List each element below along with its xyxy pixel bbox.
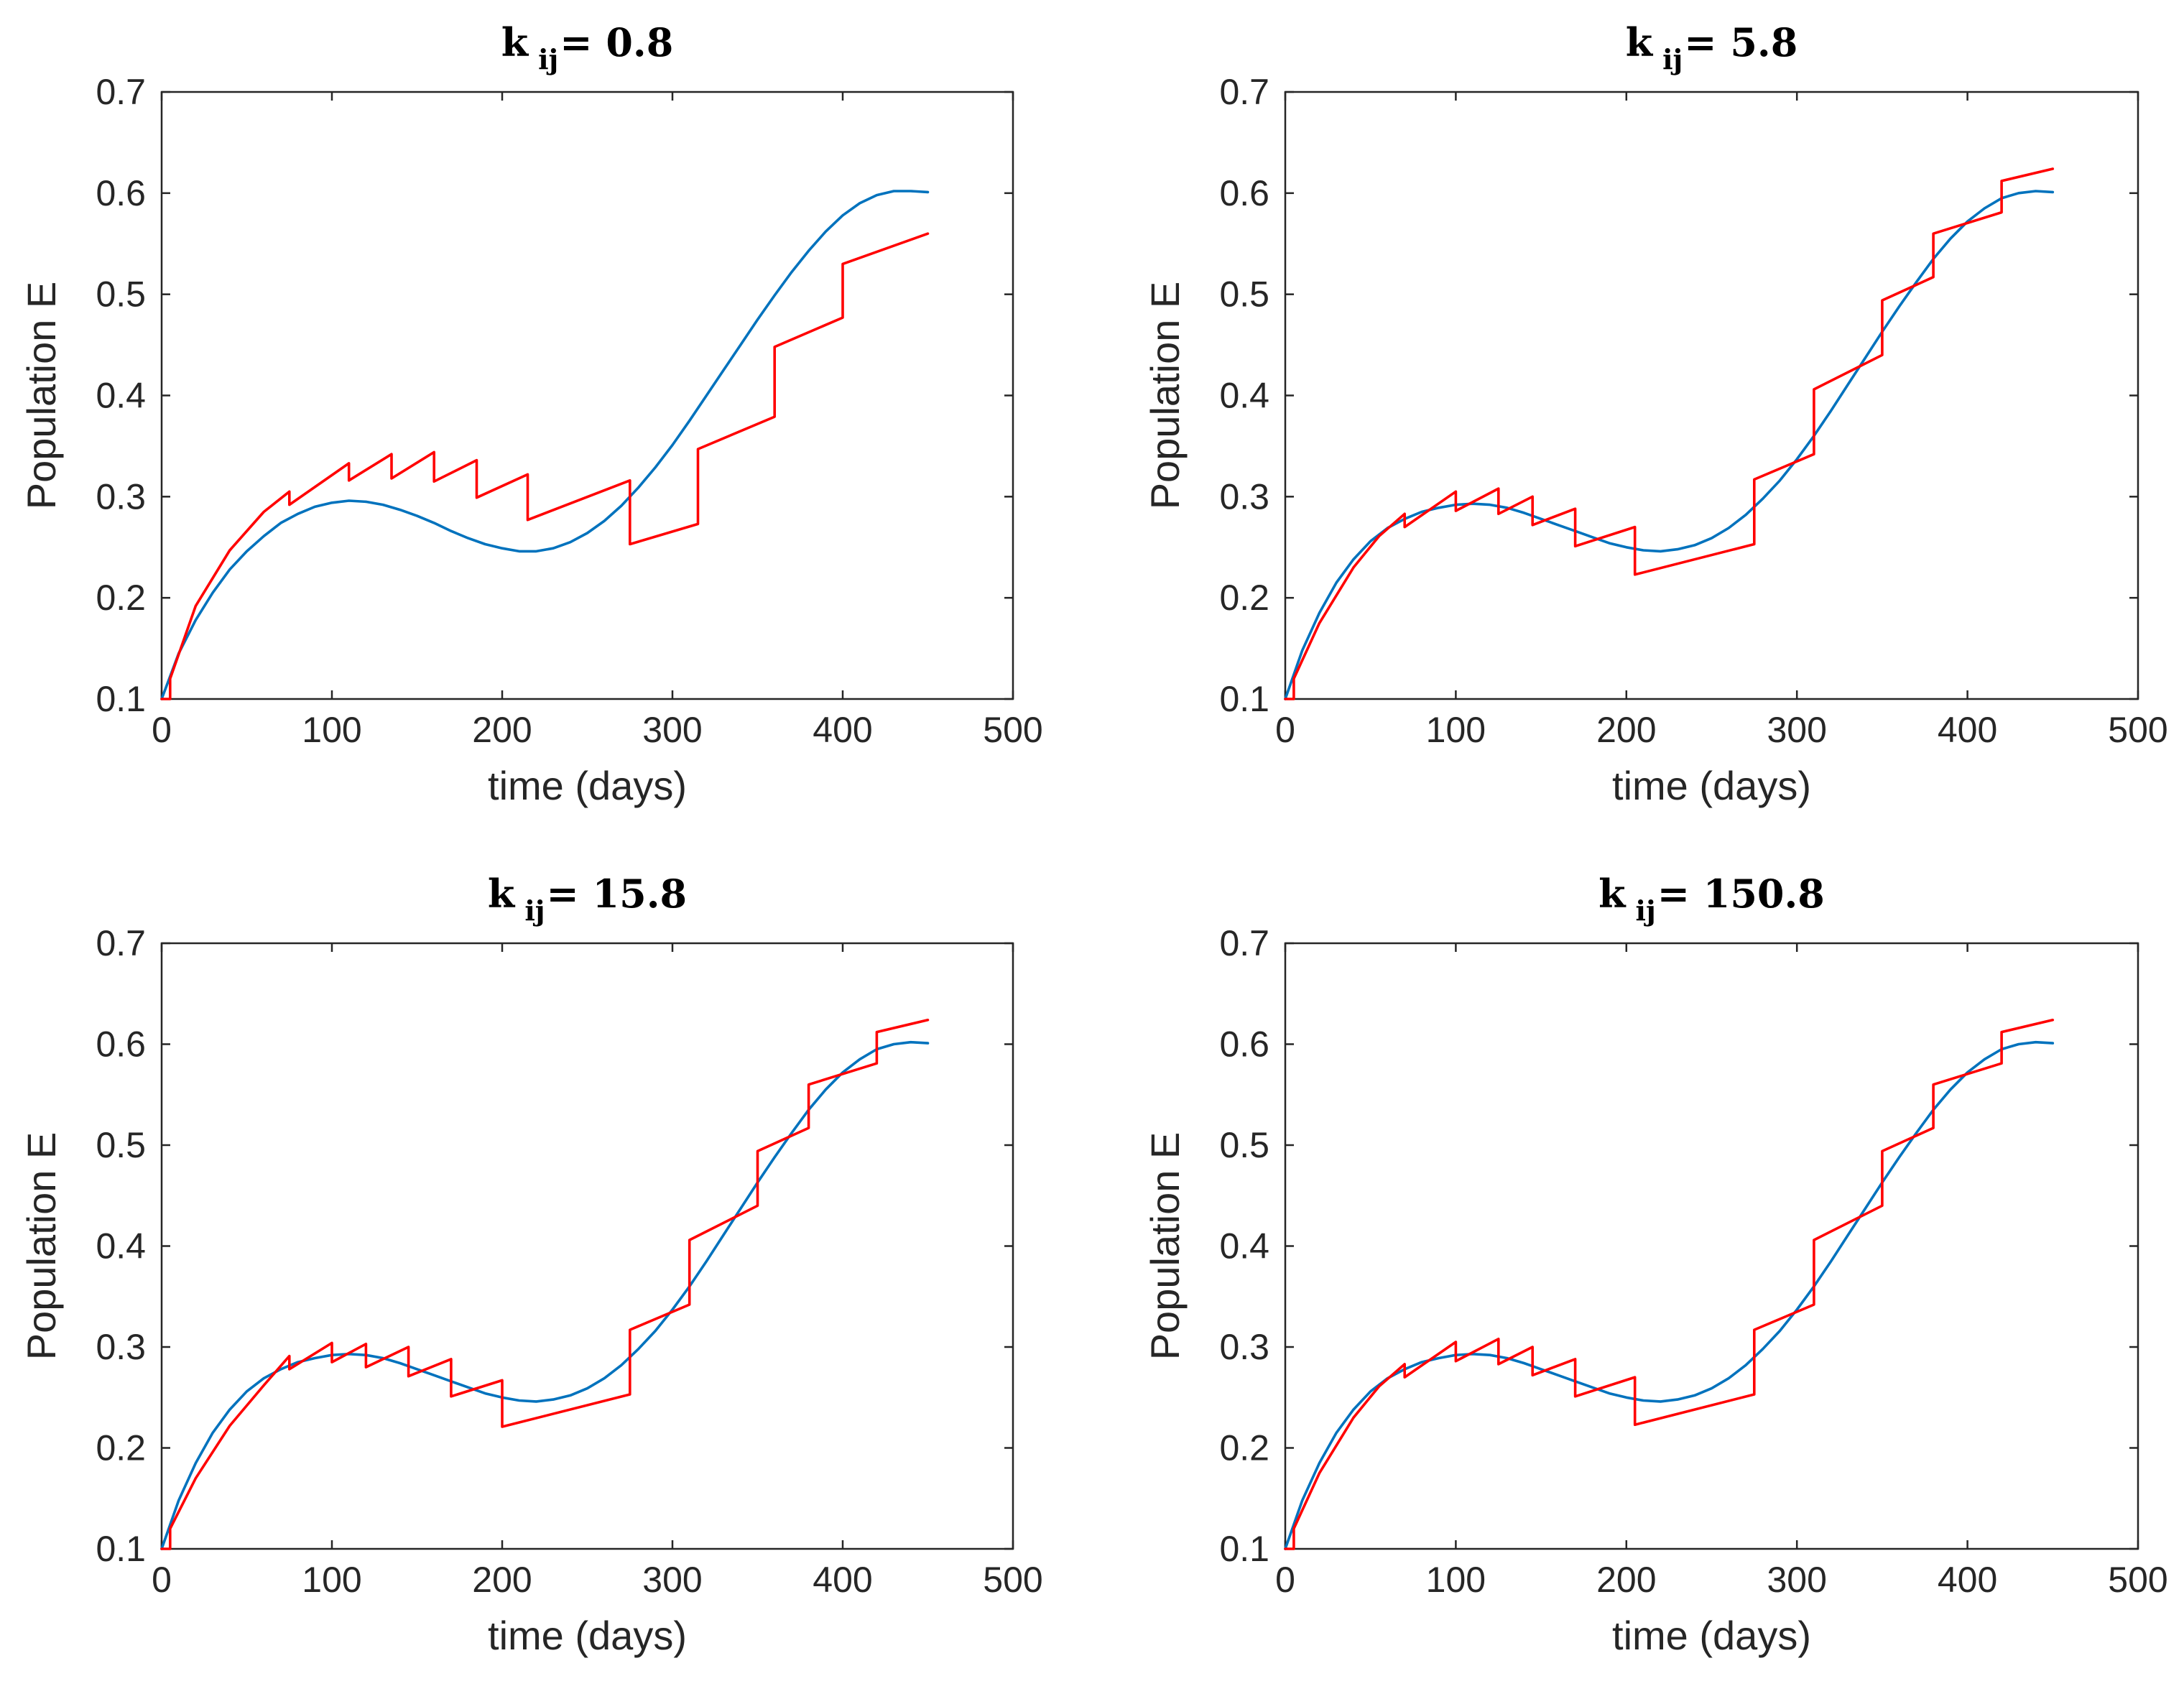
y-axis-label: Population E bbox=[19, 282, 64, 510]
title-subscript: ij bbox=[524, 894, 545, 927]
series-continuous-line bbox=[160, 190, 930, 700]
title-symbol: k bbox=[1598, 871, 1627, 917]
x-tick-label: 300 bbox=[1767, 710, 1826, 750]
series-impulsive-line bbox=[160, 232, 930, 700]
y-axis-label: Population E bbox=[1142, 282, 1188, 510]
y-tick-label: 0.2 bbox=[1219, 578, 1269, 618]
x-tick-label: 400 bbox=[813, 1560, 872, 1600]
x-tick-label: 300 bbox=[642, 710, 702, 750]
x-tick-label: 0 bbox=[1275, 710, 1295, 750]
y-tick-label: 0.5 bbox=[96, 1125, 146, 1165]
x-tick-label: 0 bbox=[152, 1560, 172, 1600]
series-continuous-line bbox=[1284, 190, 2055, 700]
chart-panel-3: 0 100 200 300 400 500 0.1 0.2 0.3 0.4 0.5 0.6 0.7 tim… bbox=[19, 871, 1043, 1658]
x-tick-label: 500 bbox=[2108, 710, 2167, 750]
title-symbol: k bbox=[1626, 19, 1654, 65]
x-tick-label: 100 bbox=[302, 710, 361, 750]
x-tick-label: 100 bbox=[1426, 710, 1486, 750]
title-value: = 15.8 bbox=[547, 871, 688, 917]
x-tick-label: 200 bbox=[1596, 1560, 1656, 1600]
y-tick-label: 0.5 bbox=[1219, 1125, 1269, 1165]
y-tick-label: 0.1 bbox=[96, 679, 146, 719]
y-axis-label: Population E bbox=[1142, 1132, 1188, 1361]
y-tick-label: 0.7 bbox=[1219, 923, 1269, 963]
chart-title: k ij= 0.8 bbox=[501, 19, 674, 75]
axes-box bbox=[1284, 942, 2139, 1550]
title-value: = 0.8 bbox=[560, 19, 673, 65]
series-impulsive-line bbox=[1284, 167, 2055, 700]
y-tick-label: 0.4 bbox=[96, 376, 146, 416]
y-tick-label: 0.7 bbox=[1219, 72, 1269, 112]
y-tick-label: 0.7 bbox=[96, 923, 146, 963]
y-tick-label: 0.2 bbox=[96, 1428, 146, 1468]
x-tick-label: 500 bbox=[2108, 1560, 2167, 1600]
y-tick-label: 0.6 bbox=[96, 1024, 146, 1065]
y-tick-label: 0.3 bbox=[1219, 476, 1269, 517]
y-tick-label: 0.4 bbox=[96, 1226, 146, 1267]
x-tick-label: 300 bbox=[642, 1560, 702, 1600]
x-tick-label: 200 bbox=[472, 710, 532, 750]
series-impulsive-line bbox=[1284, 1019, 2055, 1550]
x-tick-label: 500 bbox=[983, 710, 1042, 750]
title-symbol: k bbox=[488, 871, 516, 917]
x-tick-label: 100 bbox=[1426, 1560, 1486, 1600]
chart-panel-1: 0 100 200 300 400 500 0.1 0.2 0.3 0.4 0.5 0.6 0.7 tim… bbox=[19, 19, 1043, 808]
x-tick-label: 400 bbox=[1938, 1560, 1997, 1600]
y-tick-label: 0.5 bbox=[96, 274, 146, 315]
y-tick-label: 0.6 bbox=[96, 173, 146, 213]
title-symbol: k bbox=[501, 19, 529, 65]
chart-title: k ij= 15.8 bbox=[488, 871, 687, 927]
x-axis-label: time (days) bbox=[488, 1613, 687, 1658]
y-tick-label: 0.2 bbox=[96, 578, 146, 618]
y-tick-label: 0.7 bbox=[96, 72, 146, 112]
x-tick-label: 400 bbox=[813, 710, 872, 750]
x-tick-label: 400 bbox=[1938, 710, 1997, 750]
y-tick-label: 0.2 bbox=[1219, 1428, 1269, 1468]
x-tick-label: 200 bbox=[1596, 710, 1656, 750]
chart-title: k ij= 150.8 bbox=[1598, 871, 1825, 927]
title-subscript: ij bbox=[538, 43, 558, 75]
chart-panel-2: 0 100 200 300 400 500 0.1 0.2 0.3 0.4 0.5 0.6 0.7 tim… bbox=[1142, 19, 2168, 808]
y-tick-label: 0.1 bbox=[96, 1529, 146, 1569]
title-subscript: ij bbox=[1636, 894, 1656, 927]
axes-box bbox=[160, 942, 1014, 1550]
y-tick-label: 0.3 bbox=[96, 1327, 146, 1367]
series-continuous-line bbox=[1284, 1040, 2055, 1550]
x-axis-label: time (days) bbox=[1612, 1613, 1811, 1658]
x-tick-label: 500 bbox=[983, 1560, 1042, 1600]
x-tick-label: 200 bbox=[472, 1560, 532, 1600]
title-value: = 150.8 bbox=[1657, 871, 1825, 917]
x-tick-label: 0 bbox=[152, 710, 172, 750]
title-value: = 5.8 bbox=[1684, 19, 1797, 65]
chart-panel-4: 0 100 200 300 400 500 0.1 0.2 0.3 0.4 0.5 0.6 0.7 tim… bbox=[1142, 871, 2168, 1658]
chart-title: k ij= 5.8 bbox=[1626, 19, 1798, 75]
y-tick-label: 0.3 bbox=[1219, 1327, 1269, 1367]
x-axis-label: time (days) bbox=[488, 763, 687, 808]
axes-box bbox=[160, 91, 1014, 700]
y-tick-label: 0.6 bbox=[1219, 173, 1269, 213]
axes-box bbox=[1284, 91, 2139, 700]
y-tick-label: 0.4 bbox=[1219, 1226, 1269, 1267]
series-impulsive-line bbox=[160, 1019, 930, 1550]
x-tick-label: 300 bbox=[1767, 1560, 1826, 1600]
x-axis-label: time (days) bbox=[1612, 763, 1811, 808]
y-tick-label: 0.5 bbox=[1219, 274, 1269, 315]
title-subscript: ij bbox=[1662, 43, 1683, 75]
y-tick-label: 0.4 bbox=[1219, 376, 1269, 416]
x-tick-label: 0 bbox=[1275, 1560, 1295, 1600]
y-tick-label: 0.1 bbox=[1219, 1529, 1269, 1569]
x-tick-label: 100 bbox=[302, 1560, 361, 1600]
y-tick-label: 0.6 bbox=[1219, 1024, 1269, 1065]
y-axis-label: Population E bbox=[19, 1132, 64, 1361]
y-tick-label: 0.1 bbox=[1219, 679, 1269, 719]
y-tick-label: 0.3 bbox=[96, 476, 146, 517]
